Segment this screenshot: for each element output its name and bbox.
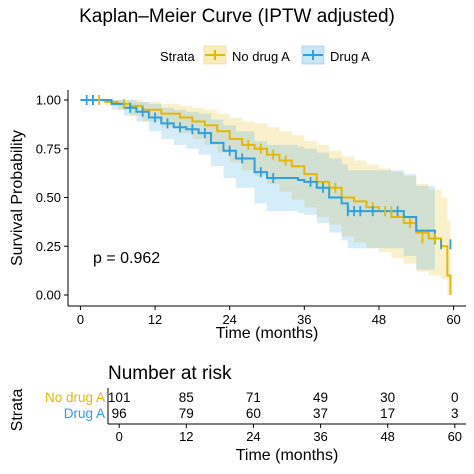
chart-title: Kaplan–Meier Curve (IPTW adjusted)	[79, 6, 395, 27]
x-tick-label: 12	[148, 312, 162, 327]
risk-cell: 17	[380, 406, 395, 421]
risk-table-rows: No drug A 101 85 71 49 30 0 Drug A 96 79 60 37 17 3	[45, 390, 459, 421]
y-tick-label: 0.00	[36, 288, 61, 303]
legend-label-no-drug: No drug A	[232, 49, 290, 64]
risk-cell: 101	[108, 390, 131, 405]
risk-cell: 85	[179, 390, 194, 405]
risk-table-strata-label: Strata	[9, 389, 26, 432]
legend-key-no-drug	[203, 45, 227, 65]
risk-row-label: No drug A	[45, 390, 105, 405]
x-tick-label: 0	[77, 312, 84, 327]
risk-cell: 3	[451, 406, 459, 421]
risk-x-tick-label: 48	[380, 429, 394, 444]
survival-curves	[80, 99, 452, 295]
survival-curve-no-drug	[80, 99, 452, 295]
risk-cell: 60	[246, 406, 261, 421]
ci-band-no-drug	[80, 100, 451, 295]
y-tick-label: 0.50	[36, 190, 61, 205]
risk-x-tick-label: 12	[179, 429, 193, 444]
legend-title: Strata	[160, 49, 195, 64]
risk-cell: 96	[112, 406, 127, 421]
legend-label-drug: Drug A	[330, 49, 370, 64]
risk-cell: 30	[380, 390, 395, 405]
legend-key-drug	[301, 45, 325, 65]
x-tick-label: 24	[222, 312, 236, 327]
risk-cell: 79	[179, 406, 194, 421]
x-tick-label: 60	[446, 312, 460, 327]
y-tick-label: 0.25	[36, 239, 61, 254]
risk-table-title: Number at risk	[108, 363, 232, 384]
risk-cell: 49	[313, 390, 328, 405]
ci-band-drug	[80, 100, 435, 284]
risk-cell: 0	[451, 390, 459, 405]
x-axis-label: Time (months)	[216, 325, 319, 342]
confidence-bands	[80, 100, 451, 295]
p-value: p = 0.962	[93, 250, 160, 267]
risk-x-tick-label: 24	[246, 429, 260, 444]
y-axis-label: Survival Probability	[9, 130, 26, 266]
risk-cell: 37	[313, 406, 328, 421]
y-tick-label: 1.00	[36, 93, 61, 108]
censor-marks	[85, 95, 452, 250]
risk-cell: 71	[246, 390, 261, 405]
risk-x-tick-label: 60	[448, 429, 462, 444]
risk-row-label: Drug A	[64, 406, 105, 421]
risk-x-tick-label: 36	[313, 429, 327, 444]
x-tick-label: 36	[297, 312, 311, 327]
risk-x-axis-ticks: 0 12 24 36 48 60	[116, 424, 462, 444]
x-tick-label: 48	[372, 312, 386, 327]
risk-x-tick-label: 0	[116, 429, 123, 444]
y-tick-label: 0.75	[36, 141, 61, 156]
x-axis-ticks: 0 12 24 36 48 60	[77, 306, 461, 327]
y-axis-ticks: 0.00 0.25 0.50 0.75 1.00	[36, 93, 68, 303]
legend: Strata No drug A Drug A	[160, 45, 370, 65]
survival-curve-drug	[80, 99, 436, 245]
risk-x-axis-label: Time (months)	[236, 447, 339, 464]
